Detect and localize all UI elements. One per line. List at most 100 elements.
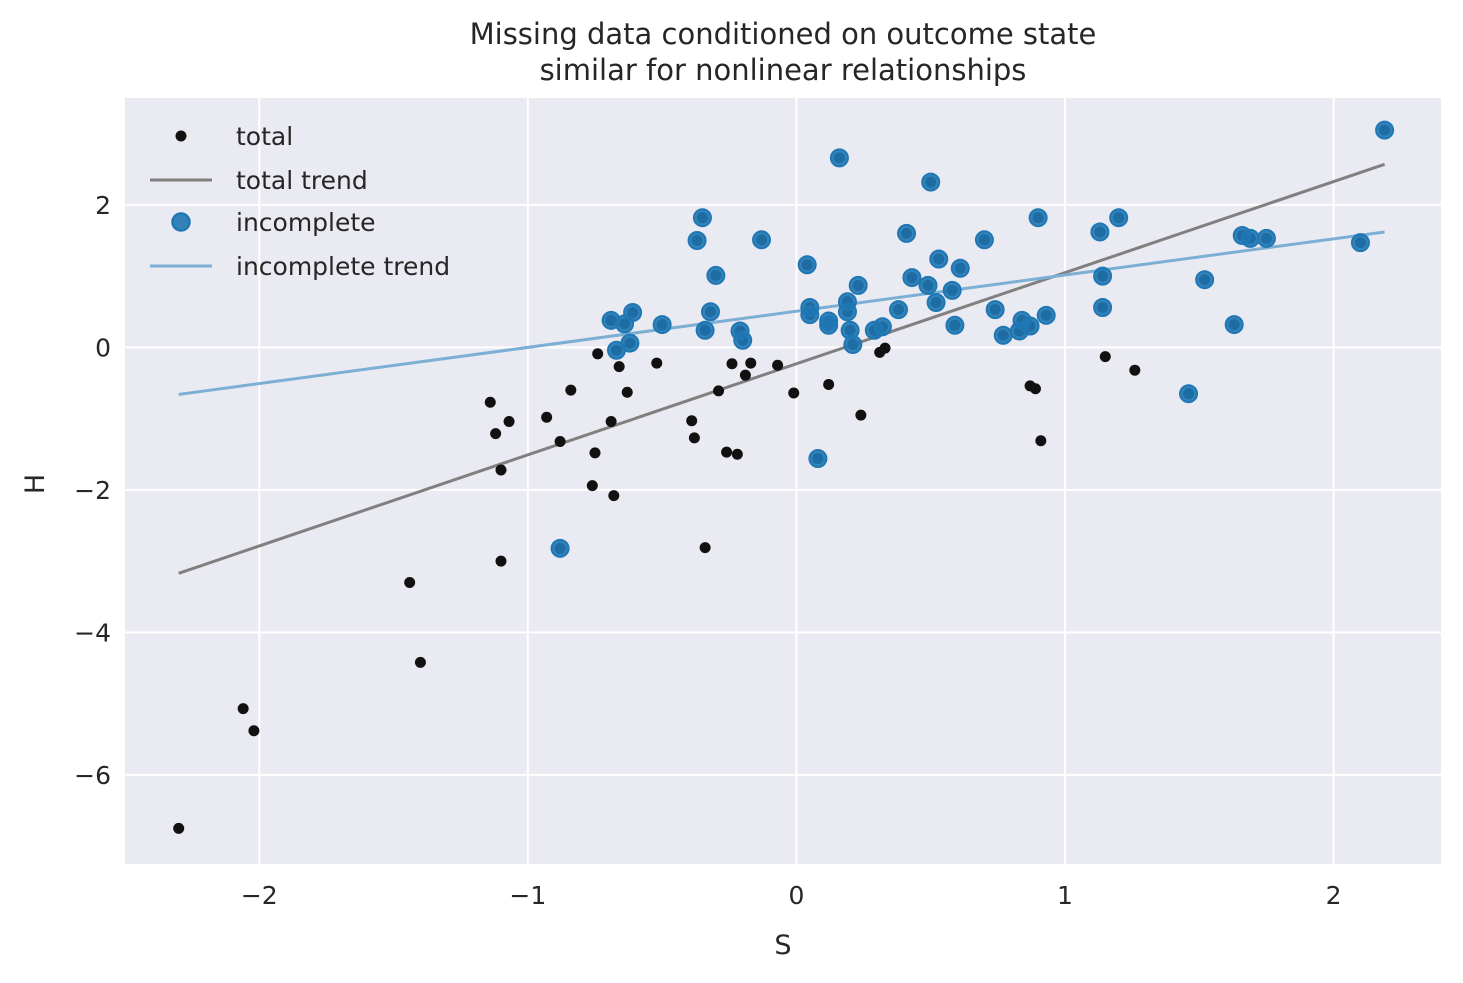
total-point: [726, 358, 738, 370]
incomplete-point: [1240, 228, 1260, 248]
total-point: [484, 396, 496, 408]
total-point: [1099, 351, 1111, 363]
incomplete-point: [1090, 222, 1110, 242]
total-point: [613, 361, 625, 373]
series-incomplete-points: [550, 120, 1395, 558]
incomplete-point: [888, 300, 908, 320]
legend-marker-incomplete: [171, 212, 191, 232]
incomplete-point: [1093, 297, 1113, 317]
incomplete-point: [623, 302, 643, 322]
incomplete-point: [700, 302, 720, 322]
chart-title: Missing data conditioned on outcome stat…: [470, 17, 1097, 51]
total-point: [621, 386, 633, 398]
y-axis-label: H: [20, 474, 51, 494]
grid-lines: [125, 98, 1441, 864]
total-point: [772, 359, 784, 371]
incomplete-point: [1028, 208, 1048, 228]
y-tick-label: −6: [74, 761, 111, 790]
incomplete-point: [687, 231, 707, 251]
total-point: [589, 447, 601, 459]
total-point: [1029, 383, 1041, 395]
total-point: [788, 387, 800, 399]
incomplete-trend-line: [178, 230, 1385, 396]
total-point: [879, 342, 891, 354]
incomplete-point: [1093, 266, 1113, 286]
y-tick-label: −4: [74, 618, 111, 647]
total-point: [699, 542, 711, 554]
incomplete-point: [1179, 384, 1199, 404]
total-point: [490, 428, 502, 440]
incomplete-point: [800, 297, 820, 317]
x-tick-label: −2: [241, 881, 278, 910]
total-point: [745, 357, 757, 369]
y-tick-label: 0: [95, 333, 111, 362]
total-point: [608, 490, 620, 502]
incomplete-point: [897, 223, 917, 243]
incomplete-point: [942, 280, 962, 300]
incomplete-point: [950, 258, 970, 278]
total-point: [495, 555, 507, 567]
total-point: [739, 369, 751, 381]
total-point: [541, 411, 553, 423]
chart-subtitle: similar for nonlinear relationships: [540, 53, 1027, 87]
incomplete-point: [733, 330, 753, 350]
legend-marker-total: [175, 130, 187, 142]
incomplete-point: [1109, 208, 1129, 228]
total-point: [414, 656, 426, 668]
incomplete-point: [829, 148, 849, 168]
total-point: [651, 357, 663, 369]
total-point: [592, 348, 604, 360]
incomplete-point: [652, 315, 672, 335]
legend-label-incomplete-trend: incomplete trend: [236, 252, 450, 281]
x-tick-label: 0: [788, 881, 804, 910]
total-point: [686, 415, 698, 427]
x-tick-labels: −2 −1 0 1 2: [241, 881, 1342, 910]
incomplete-point: [945, 315, 965, 335]
legend: total total trend incomplete incomplete …: [150, 122, 450, 281]
x-axis-label: S: [774, 930, 791, 961]
total-point: [173, 822, 185, 834]
total-point: [554, 435, 566, 447]
total-point: [1129, 364, 1141, 376]
incomplete-point: [985, 300, 1005, 320]
total-point: [248, 725, 260, 737]
incomplete-point: [921, 172, 941, 192]
total-point: [586, 480, 598, 492]
incomplete-point: [837, 292, 857, 312]
incomplete-point: [819, 311, 839, 331]
legend-label-total: total: [236, 122, 293, 151]
total-point: [404, 577, 416, 589]
incomplete-point: [620, 333, 640, 353]
plot-area: [125, 98, 1441, 864]
x-tick-label: 1: [1057, 881, 1073, 910]
incomplete-point: [752, 230, 772, 250]
y-tick-labels: −6 −4 −2 0 2: [74, 191, 111, 790]
total-point: [565, 384, 577, 396]
incomplete-point: [550, 538, 570, 558]
total-point: [503, 416, 515, 428]
incomplete-point: [692, 208, 712, 228]
total-point: [713, 385, 725, 397]
total-point: [688, 432, 700, 444]
incomplete-point: [1224, 315, 1244, 335]
legend-label-total-trend: total trend: [236, 166, 368, 195]
incomplete-point: [1036, 305, 1056, 325]
y-tick-label: 2: [95, 191, 111, 220]
total-point: [495, 464, 507, 476]
incomplete-point: [706, 265, 726, 285]
incomplete-point: [993, 325, 1013, 345]
total-point: [721, 446, 733, 458]
legend-label-incomplete: incomplete: [236, 208, 376, 237]
incomplete-point: [926, 293, 946, 313]
incomplete-point: [843, 335, 863, 355]
incomplete-point: [1375, 120, 1395, 140]
total-point: [1035, 435, 1047, 447]
y-tick-label: −2: [74, 476, 111, 505]
incomplete-point: [902, 268, 922, 288]
total-point: [855, 409, 867, 421]
incomplete-point: [974, 230, 994, 250]
incomplete-point: [848, 275, 868, 295]
incomplete-point: [1020, 316, 1040, 336]
x-tick-label: 2: [1326, 881, 1342, 910]
